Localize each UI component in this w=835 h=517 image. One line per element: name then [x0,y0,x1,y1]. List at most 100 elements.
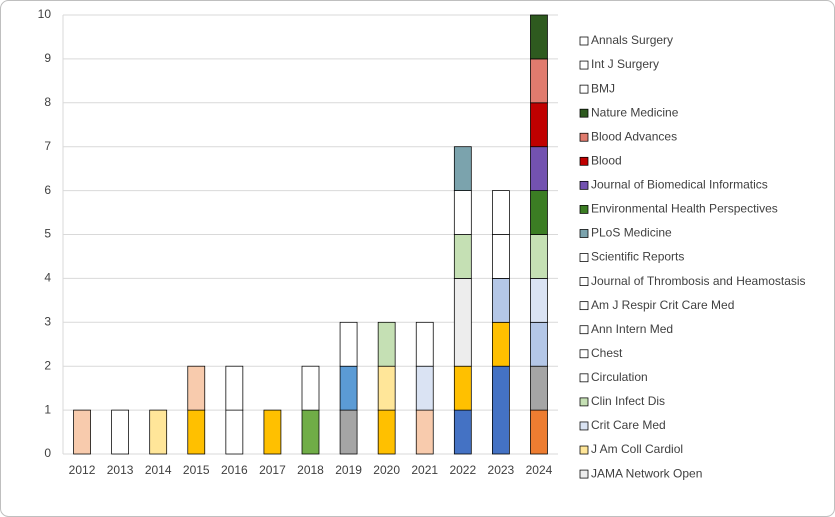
bar-segment [339,409,358,455]
legend-swatch [579,397,589,407]
legend-swatch [579,325,589,335]
bar-segment [301,409,320,455]
legend-label: Journal of Biomedical Informatics [591,178,768,192]
y-tick-label: 2 [44,358,51,372]
bar-segment [453,146,472,191]
bar-segment [530,278,548,323]
legend-label: Circulation [591,370,648,384]
legend-swatch [579,108,589,118]
bar-segment [530,365,548,411]
bar-segment [415,409,434,455]
legend-label: Environmental Health Perspectives [591,202,778,216]
bar-segment [73,409,91,455]
x-tick-label: 2019 [335,463,362,477]
y-tick-label: 7 [44,139,51,153]
x-tick-label: 2015 [183,463,210,477]
legend-label: Journal of Thrombosis and Heamostasis [591,274,806,288]
x-tick-label: 2012 [69,463,96,477]
bar-segment [263,409,282,455]
x-tick-label: 2017 [259,463,286,477]
bar-segment [339,365,358,411]
y-tick-label: 9 [44,51,51,65]
legend-swatch [579,277,589,286]
legend-swatch [579,469,589,479]
bar-segment [377,365,396,411]
bar-segment [530,146,548,191]
legend-label: Blood [591,153,622,167]
legend-swatch [579,301,589,311]
bar-segment [377,409,396,455]
y-tick-label: 5 [44,227,51,241]
bar-segment [111,409,129,455]
x-tick-label: 2018 [297,463,324,477]
legend-label: Crit Care Med [591,418,666,432]
bar-segment [187,409,206,455]
bar-segment [301,365,320,411]
legend-label: J Am Coll Cardiol [591,442,683,456]
legend-label: Nature Medicine [591,105,679,119]
legend-label: JAMA Network Open [591,466,702,480]
legend-label: Annals Surgery [591,33,673,47]
bar-segment [530,190,548,235]
x-tick-label: 2013 [107,463,134,477]
x-tick-label: 2016 [221,463,248,477]
bar-segment [530,409,548,455]
x-tick-label: 2014 [145,463,172,477]
bar-segment [530,102,548,148]
legend-swatch [579,373,589,383]
y-tick-label: 1 [44,402,51,416]
x-tick-label: 2022 [449,463,476,477]
x-tick-label: 2024 [526,463,553,477]
bar-segment [530,14,548,60]
bar-segment [225,365,244,411]
bar-segment [492,190,510,235]
legend-label: Scientific Reports [591,250,684,264]
legend-label: Am J Respir Crit Care Med [591,298,734,312]
legend-swatch [579,36,589,46]
bar-segment [149,409,168,455]
bar-segment [530,321,548,367]
legend-swatch [579,132,589,142]
y-tick-label: 4 [44,271,51,285]
bar-segment [453,278,472,367]
y-tick-label: 0 [44,446,51,460]
legend-swatch [579,156,589,166]
legend-label: PLoS Medicine [591,226,672,240]
bar-segment [339,321,358,367]
bar-segment [415,365,434,411]
bar-segment [492,365,510,455]
legend-label: BMJ [591,81,615,95]
bar-segment [453,409,472,455]
legend-swatch [579,84,589,94]
legend-label: Int J Surgery [591,57,659,71]
y-tick-label: 8 [44,95,51,109]
bar-segment [530,234,548,279]
bar-segment [225,409,244,455]
legend-label: Blood Advances [591,129,677,143]
legend-label: Chest [591,346,623,360]
legend-swatch [579,229,589,238]
legend-swatch [579,60,589,70]
bar-segment [492,321,510,367]
bar-segment [453,190,472,235]
y-tick-label: 6 [44,183,51,197]
y-tick-label: 3 [44,314,51,328]
bar-segment [453,365,472,411]
bar-segment [415,321,434,367]
bar-segment [377,321,396,367]
legend-swatch [579,253,589,262]
bar-segment [453,234,472,279]
bar-segment [492,278,510,323]
legend-swatch [579,445,589,455]
y-tick-label: 10 [38,7,52,21]
legend-swatch [579,349,589,359]
bar-segment [187,365,206,411]
x-tick-label: 2021 [411,463,438,477]
x-tick-label: 2023 [488,463,515,477]
legend-swatch [579,180,589,190]
legend-swatch [579,421,589,431]
legend-swatch [579,205,589,214]
bar-segment [492,234,510,279]
x-tick-label: 2020 [373,463,400,477]
